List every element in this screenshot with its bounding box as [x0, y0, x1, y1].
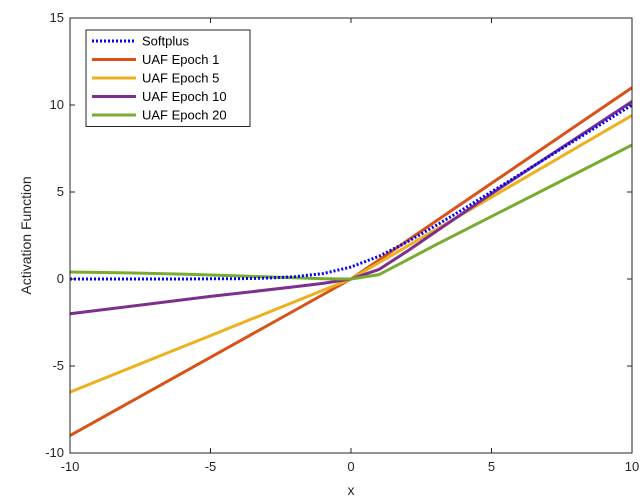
- legend-label: UAF Epoch 10: [142, 89, 227, 104]
- y-tick-label: 15: [50, 10, 64, 25]
- legend-label: UAF Epoch 20: [142, 108, 227, 123]
- axes-layer: -10 -5 0 5 10 -10 -5 0 5 10 15: [45, 10, 639, 474]
- y-tick-label: 5: [57, 184, 64, 199]
- y-tick-label: -5: [52, 358, 64, 373]
- legend: Softplus UAF Epoch 1 UAF Epoch 5 UAF Epoch …: [85, 29, 251, 127]
- x-tick-label: -10: [61, 459, 80, 474]
- y-tick-label: -10: [45, 445, 64, 460]
- series-line-5: [69, 143, 633, 281]
- legend-label: UAF Epoch 1: [142, 52, 219, 67]
- legend-label: Softplus: [142, 34, 189, 49]
- x-tick-label: 0: [347, 459, 354, 474]
- legend-label: UAF Epoch 5: [142, 71, 219, 86]
- series-layer: [69, 86, 633, 437]
- x-tick-label: 5: [488, 459, 495, 474]
- series-line-4: [69, 100, 633, 316]
- x-tick-label: -5: [205, 459, 217, 474]
- y-tick-label: 10: [50, 97, 64, 112]
- series-line-1: [70, 103, 633, 281]
- x-tick-label: 10: [625, 459, 639, 474]
- x-axis-label: x: [348, 482, 355, 498]
- y-axis-label: Activation Function: [18, 176, 34, 294]
- y-tick-label: 0: [57, 271, 64, 286]
